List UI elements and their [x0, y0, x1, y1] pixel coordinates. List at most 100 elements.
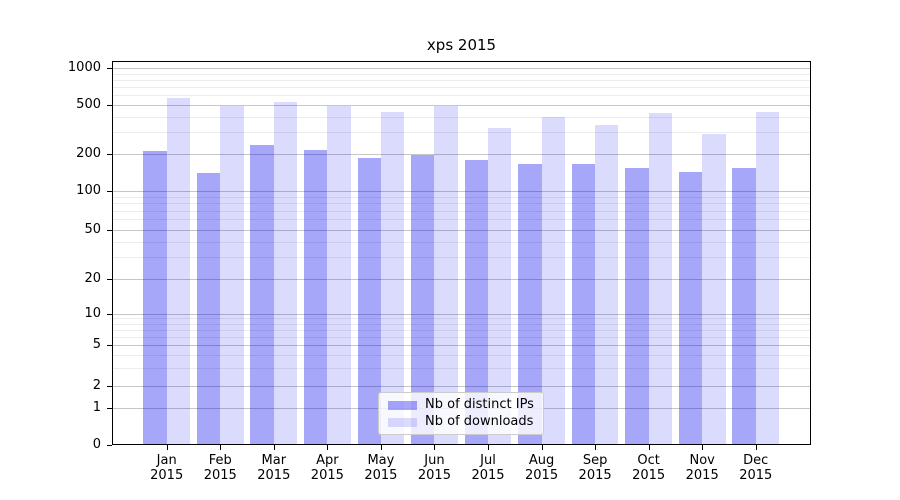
- x-tick-year: 2015: [257, 467, 291, 483]
- bar-downloads-nov: [702, 133, 726, 444]
- bar-distinct-ips-feb: [196, 172, 221, 444]
- legend-item-downloads: Nb of downloads: [385, 415, 537, 429]
- minor-gridline-600: [113, 95, 810, 97]
- bar-distinct-ips-dec: [732, 167, 756, 444]
- y-tick-0: [107, 445, 112, 446]
- major-gridline-200: [113, 153, 810, 155]
- x-tick-nov: [702, 445, 704, 450]
- major-gridline-500: [113, 105, 810, 106]
- x-tick-label-oct: Oct 2015: [617, 453, 681, 483]
- bar-downloads-may: [380, 111, 405, 444]
- legend-swatch-downloads: [388, 417, 417, 427]
- bar-downloads-feb: [220, 106, 244, 444]
- minor-gridline-700: [113, 87, 810, 89]
- bar-downloads-apr: [327, 106, 351, 444]
- y-tick-20: [107, 279, 112, 280]
- x-tick-label-aug: Aug 2015: [510, 453, 574, 483]
- y-tick-50: [107, 229, 112, 231]
- bar-distinct-ips-mar: [250, 144, 274, 444]
- minor-gridline-40: [113, 241, 810, 243]
- y-tick-label-1: 1: [92, 399, 101, 415]
- major-gridline-20: [113, 279, 810, 280]
- x-tick-month: Jun: [424, 453, 445, 468]
- bar-downloads-dec: [755, 111, 780, 444]
- minor-gridline-8: [113, 323, 810, 325]
- minor-gridline-7: [113, 329, 810, 331]
- x-tick-year: 2015: [685, 467, 719, 483]
- legend-swatch-distinct-ips: [388, 400, 417, 410]
- x-tick-mar: [273, 445, 275, 450]
- x-tick-year: 2015: [364, 467, 398, 483]
- x-tick-month: Oct: [637, 453, 660, 468]
- bar-distinct-ips-jul: [464, 159, 488, 444]
- x-tick-label-may: May 2015: [349, 453, 413, 483]
- x-tick-aug: [541, 445, 543, 450]
- x-tick-month: Jan: [156, 453, 177, 468]
- bar-downloads-jun: [434, 106, 458, 444]
- major-gridline-100: [113, 191, 810, 192]
- y-tick-label-50: 50: [84, 221, 101, 237]
- minor-gridline-800: [113, 79, 810, 81]
- major-gridline-10: [113, 313, 810, 315]
- bar-distinct-ips-may: [357, 157, 381, 444]
- x-tick-year: 2015: [417, 467, 451, 483]
- x-tick-jul: [488, 445, 489, 450]
- x-tick-year: 2015: [632, 467, 666, 483]
- minor-gridline-90: [113, 196, 810, 198]
- bar-downloads-oct: [648, 112, 673, 444]
- x-tick-month: Jul: [480, 453, 496, 468]
- bar-downloads-mar: [273, 101, 298, 444]
- bar-distinct-ips-apr: [303, 149, 328, 444]
- y-tick-label-100: 100: [76, 183, 101, 198]
- chart-title: xps 2015: [426, 36, 497, 54]
- x-tick-year: 2015: [471, 467, 505, 483]
- x-tick-feb: [220, 445, 222, 450]
- x-tick-month: Mar: [261, 453, 287, 468]
- bar-distinct-ips-jan: [143, 150, 167, 444]
- minor-gridline-3: [113, 367, 810, 369]
- x-tick-month: Sep: [582, 453, 608, 468]
- y-tick-200: [107, 153, 112, 155]
- x-tick-label-jul: Jul 2015: [456, 453, 520, 483]
- y-tick-label-500: 500: [76, 97, 101, 112]
- bar-downloads-sep: [595, 125, 619, 444]
- major-gridline-1000: [113, 68, 810, 69]
- y-tick-label-10: 10: [84, 305, 101, 321]
- x-tick-month: May: [367, 453, 395, 468]
- minor-gridline-9: [113, 318, 810, 320]
- bar-downloads-jul: [488, 127, 512, 444]
- x-tick-apr: [327, 445, 329, 450]
- minor-gridline-70: [113, 210, 810, 212]
- x-tick-month: Dec: [743, 453, 769, 468]
- y-tick-500: [107, 105, 112, 106]
- y-tick-label-2: 2: [92, 377, 101, 393]
- y-tick-label-200: 200: [76, 145, 101, 161]
- minor-gridline-4: [113, 354, 810, 356]
- x-tick-may: [380, 445, 382, 450]
- x-tick-month: Apr: [316, 453, 339, 468]
- x-tick-label-jun: Jun 2015: [402, 453, 466, 483]
- minor-gridline-400: [113, 116, 810, 118]
- x-tick-label-apr: Apr 2015: [295, 453, 359, 483]
- y-tick-label-0: 0: [92, 437, 101, 452]
- y-tick-1: [107, 407, 112, 409]
- legend: Nb of distinct IPs Nb of downloads: [378, 392, 544, 435]
- y-tick-label-20: 20: [84, 271, 101, 286]
- y-tick-label-1000: 1000: [67, 60, 101, 75]
- bar-distinct-ips-aug: [518, 163, 542, 444]
- x-tick-label-nov: Nov 2015: [670, 453, 734, 483]
- bar-distinct-ips-oct: [625, 168, 649, 444]
- x-tick-sep: [595, 445, 597, 450]
- x-tick-label-dec: Dec 2015: [724, 453, 788, 483]
- bar-distinct-ips-sep: [571, 163, 596, 444]
- minor-gridline-30: [113, 257, 810, 259]
- major-gridline-2: [113, 385, 810, 387]
- y-tick-label-5: 5: [92, 337, 101, 352]
- legend-item-distinct-ips: Nb of distinct IPs: [385, 398, 537, 412]
- legend-label-downloads: Nb of downloads: [425, 414, 534, 429]
- x-tick-jun: [434, 445, 436, 450]
- bar-downloads-jan: [166, 97, 191, 444]
- x-tick-label-sep: Sep 2015: [563, 453, 627, 483]
- bar-distinct-ips-nov: [678, 171, 703, 444]
